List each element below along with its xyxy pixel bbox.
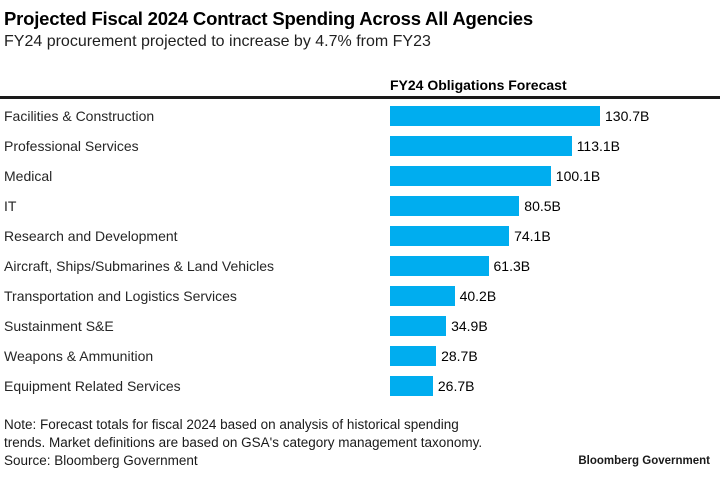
bar (390, 226, 510, 246)
source-line: Source: Bloomberg Government Bloomberg G… (4, 452, 712, 470)
chart-row: IT 80.5B (0, 191, 720, 221)
chart-row: Sustainment S&E 34.9B (0, 311, 720, 341)
bar-wrap: 130.7B (390, 101, 649, 131)
bar-chart: Facilities & Construction 130.7B Profess… (0, 101, 720, 401)
category-label: Sustainment S&E (4, 318, 114, 334)
category-label: Professional Services (4, 138, 139, 154)
chart-row: Medical 100.1B (0, 161, 720, 191)
bar-wrap: 34.9B (390, 311, 488, 341)
value-label: 100.1B (555, 168, 601, 184)
header-rule (0, 96, 720, 99)
category-label: Transportation and Logistics Services (4, 288, 237, 304)
bar-wrap: 40.2B (390, 281, 496, 311)
chart-row: Weapons & Ammunition 28.7B (0, 341, 720, 371)
value-label: 61.3B (493, 258, 531, 274)
bar (390, 106, 600, 126)
value-label: 74.1B (514, 228, 551, 244)
brand-label: Bloomberg Government (578, 455, 710, 467)
chart-row: Transportation and Logistics Services 40… (0, 281, 720, 311)
bar-wrap: 80.5B (390, 191, 561, 221)
chart-row: Facilities & Construction 130.7B (0, 101, 720, 131)
note-line-2: trends. Market definitions are based on … (4, 435, 483, 450)
bar-wrap: 61.3B (390, 251, 530, 281)
bar-wrap: 100.1B (390, 161, 600, 191)
value-label: 40.2B (459, 288, 497, 304)
chart-subtitle: FY24 procurement projected to increase b… (4, 33, 431, 50)
value-label: 113.1B (576, 138, 621, 154)
value-label: 28.7B (441, 348, 478, 364)
value-label: 130.7B (605, 108, 650, 124)
chart-header: Projected Fiscal 2024 Contract Spending … (4, 7, 712, 52)
value-label: 26.7B (437, 378, 475, 394)
category-label: Weapons & Ammunition (4, 348, 154, 364)
chart-footer: Note: Forecast totals for fiscal 2024 ba… (4, 416, 716, 470)
category-label: Equipment Related Services (4, 378, 181, 394)
chart-row: Equipment Related Services 26.7B (0, 371, 720, 401)
bar (390, 346, 437, 366)
bar (390, 136, 572, 156)
chart-title: Projected Fiscal 2024 Contract Spending … (4, 8, 533, 29)
chart-row: Professional Services 113.1B (0, 131, 720, 161)
bar-wrap: 113.1B (390, 131, 620, 161)
value-label: 34.9B (451, 318, 488, 334)
column-header: FY24 Obligations Forecast (390, 77, 567, 93)
bar-wrap: 26.7B (390, 371, 474, 401)
category-label: Medical (4, 168, 53, 184)
chart-row: Aircraft, Ships/Submarines & Land Vehicl… (0, 251, 720, 281)
bar-wrap: 28.7B (390, 341, 478, 371)
category-label: Facilities & Construction (4, 108, 155, 124)
chart-row: Research and Development 74.1B (0, 221, 720, 251)
category-label: Research and Development (4, 228, 178, 244)
bar-wrap: 74.1B (390, 221, 551, 251)
bar (390, 256, 489, 276)
note-line-1: Note: Forecast totals for fiscal 2024 ba… (4, 417, 459, 432)
category-label: Aircraft, Ships/Submarines & Land Vehicl… (4, 258, 275, 274)
bar (390, 316, 447, 336)
source-text: Source: Bloomberg Government (4, 453, 198, 468)
value-label: 80.5B (524, 198, 561, 214)
bar (390, 166, 551, 186)
bar (390, 196, 520, 216)
bar (390, 376, 433, 396)
bar (390, 286, 455, 306)
category-label: IT (4, 198, 17, 214)
